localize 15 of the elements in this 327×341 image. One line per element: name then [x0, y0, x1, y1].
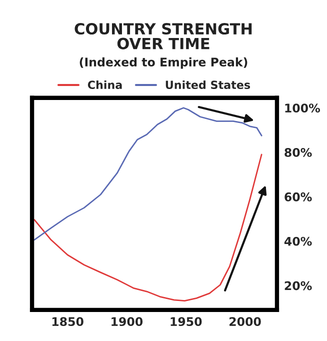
line-series: [34, 154, 262, 302]
x-tick-label: 1950: [170, 317, 202, 326]
x-tick-label: 1850: [52, 317, 84, 326]
y-tick-label: 60%: [284, 192, 312, 202]
y-tick-label: 80%: [284, 148, 312, 157]
chart-subtitle: (Indexed to Empire Peak): [80, 57, 248, 69]
y-tick-label: 20%: [284, 281, 312, 290]
y-tick-label: 40%: [284, 236, 312, 246]
x-tick-label: 2000: [230, 317, 261, 326]
legend-label: China: [88, 80, 122, 90]
x-tick-label: 1900: [112, 317, 143, 326]
chart-title: COUNTRY STRENGTH OVER TIME: [74, 22, 252, 50]
legend-label: United States: [166, 80, 250, 90]
line-series: [34, 107, 262, 240]
y-tick-label: 100%: [285, 104, 320, 113]
